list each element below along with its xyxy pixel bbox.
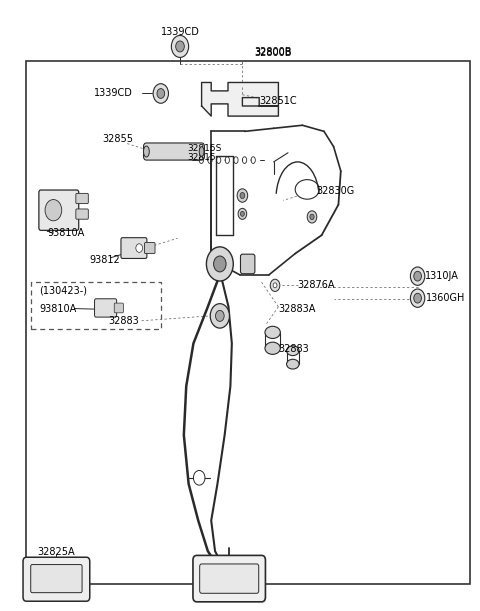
FancyBboxPatch shape — [76, 209, 88, 219]
Text: 32851C: 32851C — [259, 96, 297, 106]
Text: 32883: 32883 — [108, 316, 139, 326]
Circle shape — [136, 244, 143, 252]
Circle shape — [238, 208, 247, 219]
Text: 1360GH: 1360GH — [426, 293, 465, 303]
Polygon shape — [202, 82, 278, 116]
Text: 93812: 93812 — [89, 255, 120, 265]
Circle shape — [193, 470, 205, 485]
FancyBboxPatch shape — [114, 303, 123, 313]
Circle shape — [414, 293, 421, 303]
FancyBboxPatch shape — [31, 565, 82, 593]
Ellipse shape — [144, 146, 149, 157]
FancyBboxPatch shape — [76, 193, 88, 203]
Ellipse shape — [295, 180, 319, 199]
Circle shape — [206, 247, 233, 281]
Circle shape — [216, 310, 224, 321]
Ellipse shape — [287, 346, 299, 356]
Text: (130423-): (130423-) — [39, 285, 87, 295]
Text: 93810A: 93810A — [39, 304, 77, 313]
Bar — [31, 282, 161, 329]
Circle shape — [310, 214, 314, 219]
Ellipse shape — [287, 359, 299, 369]
Circle shape — [240, 192, 245, 199]
Text: 1339CD: 1339CD — [161, 27, 199, 37]
Text: 1339CD: 1339CD — [94, 89, 132, 98]
Ellipse shape — [199, 147, 204, 156]
FancyBboxPatch shape — [200, 564, 259, 593]
Circle shape — [214, 256, 226, 272]
Bar — [26, 61, 470, 584]
Text: 32830G: 32830G — [317, 186, 355, 196]
Ellipse shape — [265, 326, 280, 338]
FancyBboxPatch shape — [144, 243, 155, 254]
FancyBboxPatch shape — [23, 557, 90, 601]
Text: 32825A: 32825A — [37, 547, 75, 557]
FancyBboxPatch shape — [39, 190, 79, 230]
Circle shape — [410, 267, 425, 285]
FancyBboxPatch shape — [95, 299, 117, 317]
Circle shape — [240, 211, 244, 216]
FancyBboxPatch shape — [121, 238, 147, 258]
Circle shape — [153, 84, 168, 103]
Text: 32855: 32855 — [102, 134, 133, 144]
Circle shape — [171, 35, 189, 57]
Circle shape — [270, 279, 280, 291]
Text: 32815: 32815 — [187, 153, 216, 162]
Text: 32883A: 32883A — [278, 304, 316, 313]
Text: 32876A: 32876A — [298, 280, 335, 290]
Circle shape — [414, 271, 421, 281]
Circle shape — [157, 89, 165, 98]
Circle shape — [273, 283, 277, 288]
FancyBboxPatch shape — [144, 143, 204, 160]
Text: 93810A: 93810A — [47, 229, 84, 238]
Ellipse shape — [265, 342, 280, 354]
Text: 32800B: 32800B — [254, 48, 292, 58]
Circle shape — [307, 211, 317, 223]
Text: 32800B: 32800B — [254, 47, 292, 57]
Circle shape — [237, 189, 248, 202]
FancyBboxPatch shape — [193, 555, 265, 602]
Text: 32883: 32883 — [278, 345, 309, 354]
Text: 32815S: 32815S — [187, 144, 222, 153]
Circle shape — [210, 304, 229, 328]
Text: 1310JA: 1310JA — [425, 271, 459, 281]
Circle shape — [176, 41, 184, 52]
FancyBboxPatch shape — [240, 254, 255, 274]
Circle shape — [410, 289, 425, 307]
Circle shape — [45, 200, 62, 221]
